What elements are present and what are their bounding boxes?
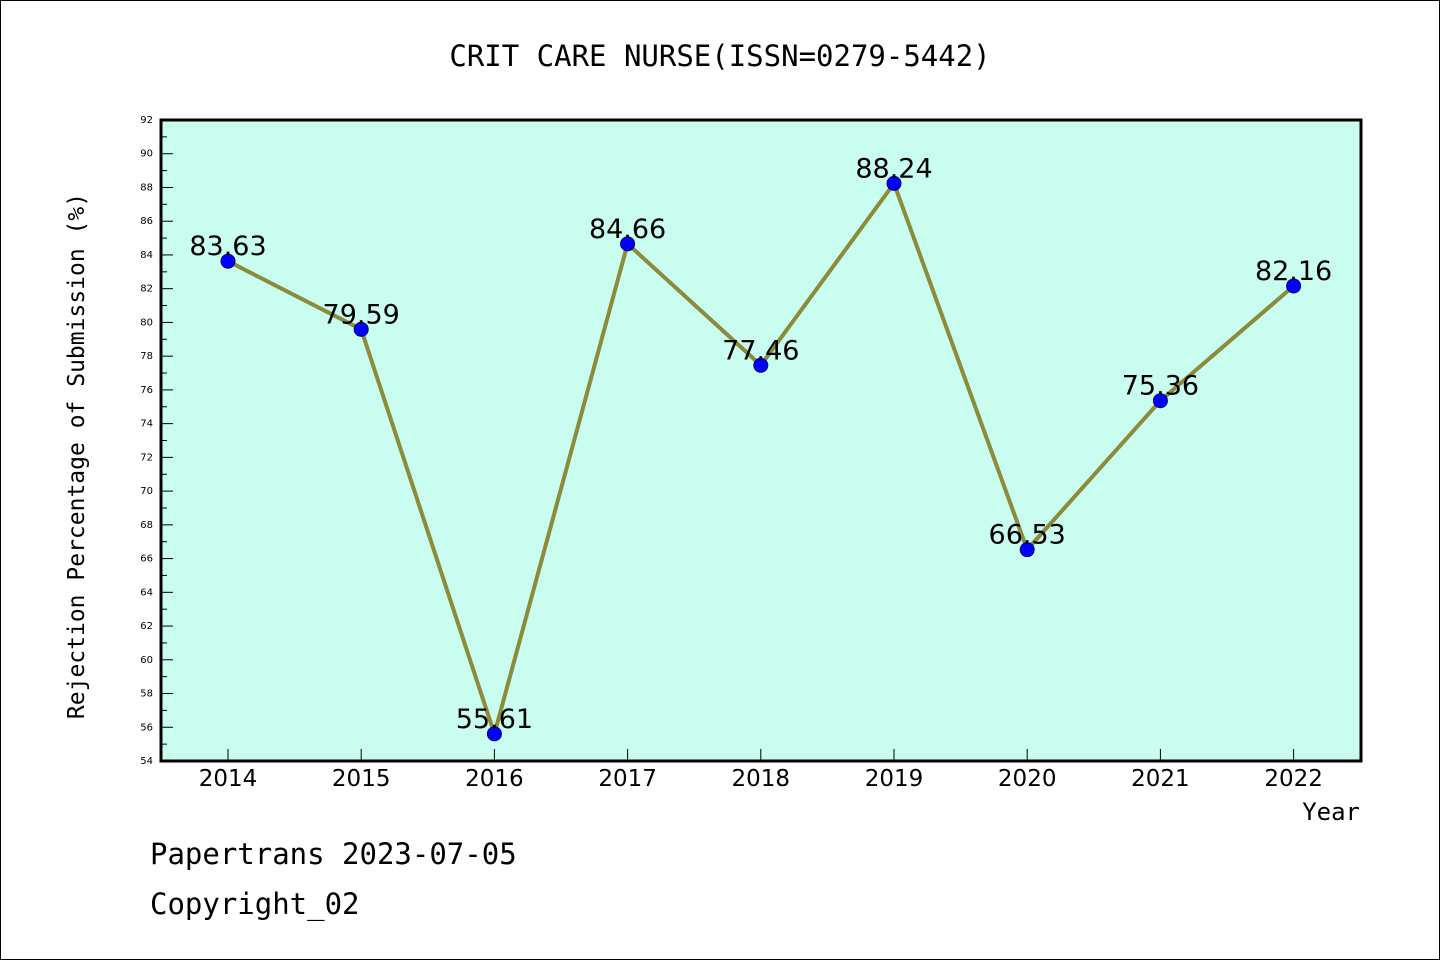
x-tick-label: 2016 [465, 766, 524, 792]
data-label: 66.53 [989, 520, 1066, 551]
x-tick-label: 2017 [598, 766, 657, 792]
y-tick-label: 56 [140, 722, 153, 733]
data-point [753, 357, 769, 373]
x-tick-label: 2020 [998, 766, 1057, 792]
data-label: 83.63 [189, 231, 266, 262]
y-tick-label: 70 [140, 486, 153, 497]
x-tick-label: 2014 [199, 766, 258, 792]
y-tick-label: 64 [140, 587, 153, 598]
data-label: 79.59 [323, 299, 400, 330]
data-label: 55.61 [456, 704, 533, 735]
data-point [886, 175, 902, 191]
data-point [486, 726, 502, 742]
data-point [1286, 278, 1302, 294]
y-tick-label: 60 [140, 655, 153, 666]
y-tick-label: 66 [140, 554, 153, 565]
y-tick-label: 58 [140, 689, 153, 700]
data-point [1152, 393, 1168, 409]
y-tick-label: 76 [140, 385, 153, 396]
x-tick-label: 2021 [1131, 766, 1190, 792]
y-tick-label: 84 [140, 250, 153, 261]
x-tick-label: 2015 [332, 766, 391, 792]
y-tick-label: 62 [140, 621, 153, 632]
y-tick-label: 78 [140, 351, 153, 362]
data-label: 77.46 [722, 335, 799, 366]
data-point [620, 236, 636, 252]
footer-copyright: Copyright_02 [150, 887, 360, 922]
y-tick-label: 74 [140, 419, 153, 430]
y-tick-label: 90 [140, 149, 153, 160]
y-tick-label: 68 [140, 520, 153, 531]
y-tick-label: 92 [140, 115, 153, 126]
plot-area [159, 118, 1363, 763]
data-label: 88.24 [855, 153, 932, 184]
y-tick-label: 88 [140, 182, 153, 193]
x-tick-label: 2022 [1264, 766, 1323, 792]
x-tick-label: 2019 [865, 766, 924, 792]
y-axis-ticks: 54 56 58 60 62 64 66 68 70 72 74 76 78 80 82 84 86 88 90 92 [140, 115, 173, 767]
data-label: 82.16 [1255, 256, 1332, 287]
x-axis-label: Year [1302, 798, 1360, 826]
data-label: 84.66 [589, 214, 666, 245]
series-group: 83.63 79.59 55.61 84.66 77.46 88.24 66.53 75.36… [189, 153, 1332, 742]
footer-date: Papertrans 2023-07-05 [150, 837, 517, 871]
x-axis-ticks: 2014 2015 2016 2017 2018 2019 2020 2021 2022 [199, 749, 1323, 792]
chart-title: CRIT CARE NURSE(ISSN=0279-5442) [449, 39, 990, 73]
y-tick-label: 80 [140, 317, 153, 328]
y-tick-label: 72 [140, 452, 153, 463]
x-tick-label: 2018 [732, 766, 791, 792]
data-point [1019, 542, 1035, 558]
data-point [220, 253, 236, 269]
data-label: 75.36 [1122, 371, 1199, 402]
y-tick-label: 86 [140, 216, 153, 227]
y-axis-label: Rejection Percentage of Submission (%) [64, 193, 90, 719]
y-tick-label: 54 [140, 756, 153, 767]
y-tick-label: 82 [140, 284, 153, 295]
data-point [353, 321, 369, 337]
